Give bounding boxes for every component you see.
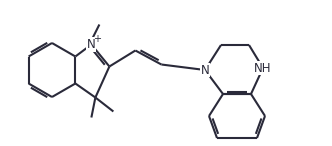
Text: N: N [201,64,209,77]
Text: NH: NH [254,61,272,74]
Text: +: + [93,34,101,45]
Text: N: N [87,38,96,51]
